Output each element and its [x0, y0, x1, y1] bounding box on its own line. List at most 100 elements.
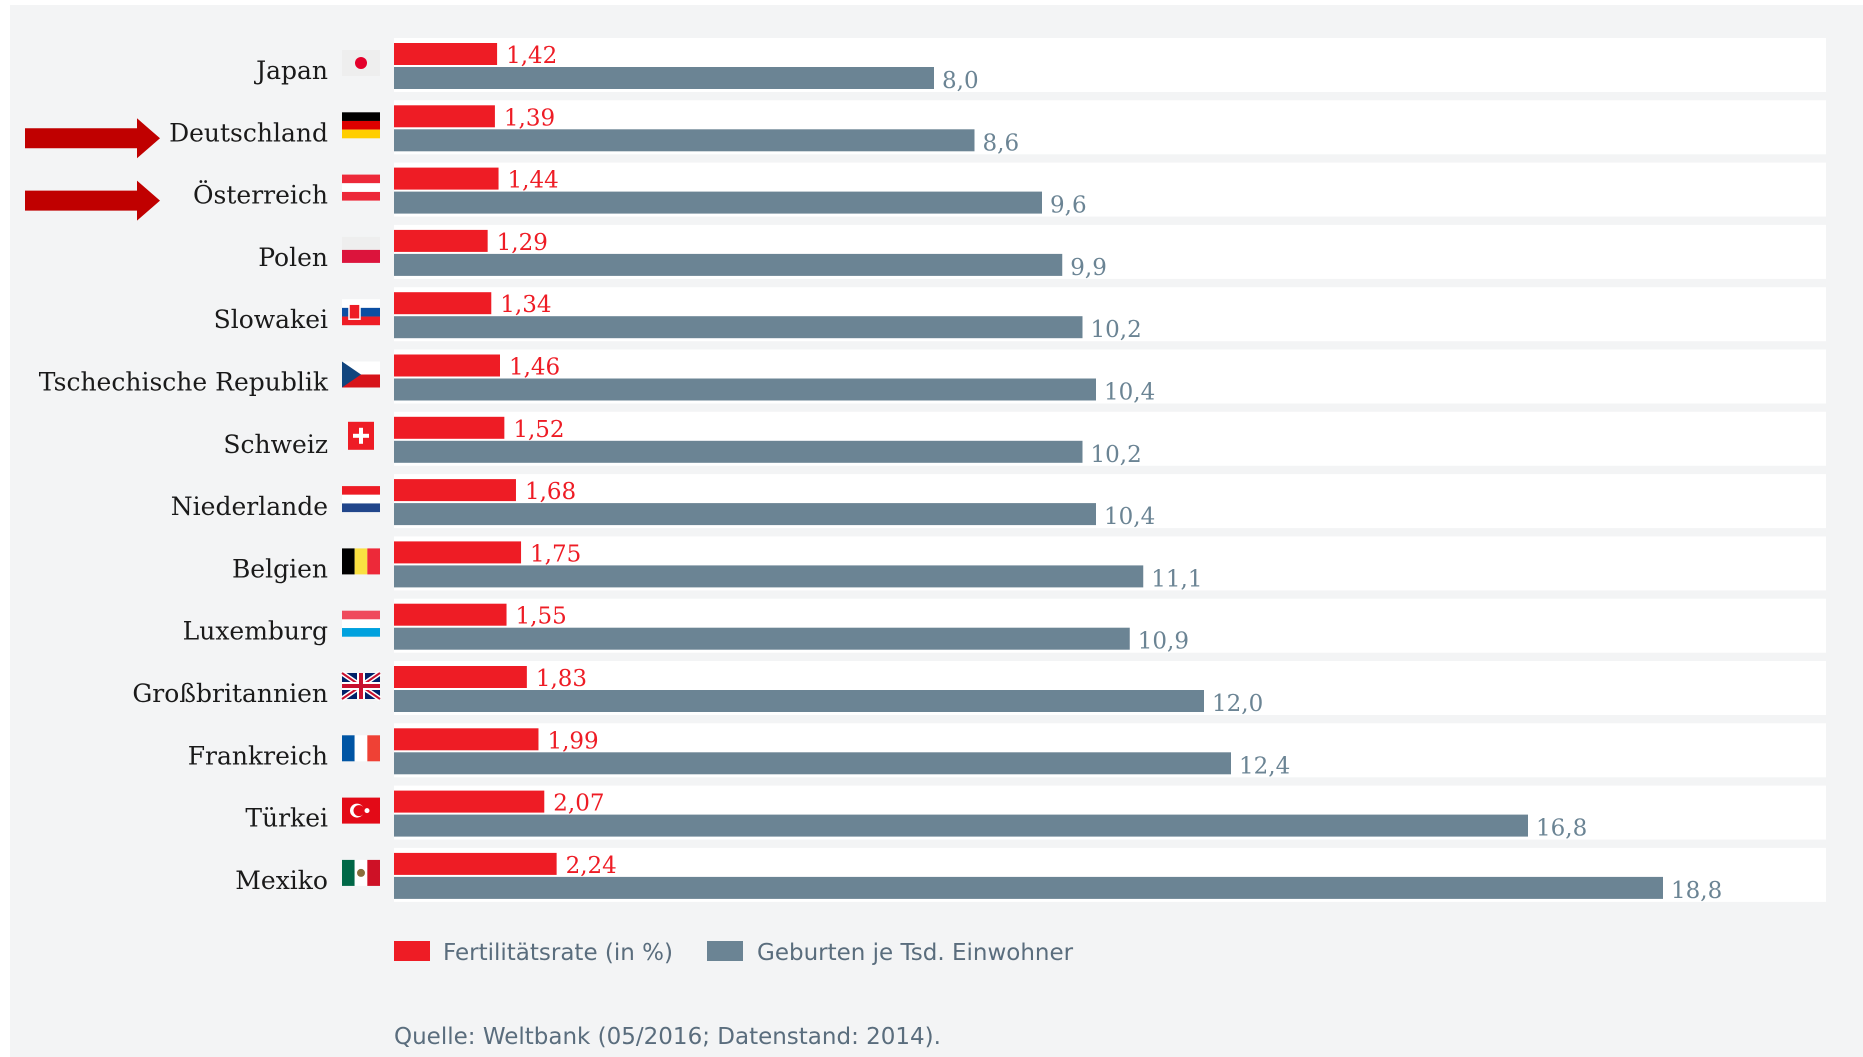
fertility-bar — [394, 105, 495, 128]
category-label: Luxemburg — [183, 617, 328, 646]
row-belgien: Belgien 1,75 11,1 — [232, 536, 1826, 592]
legend-swatch-fertility — [394, 941, 430, 961]
category-label: Österreich — [193, 181, 328, 210]
category-label: Schweiz — [223, 430, 328, 459]
row-oesterreich: Österreich 1,44 9,6 — [25, 162, 1826, 221]
flag-poland — [342, 236, 380, 263]
fertility-bar — [394, 603, 507, 626]
fertility-bar — [394, 790, 545, 813]
fertility-bar — [394, 852, 557, 875]
births-bar — [394, 503, 1096, 526]
legend-label-fertility: Fertilitätsrate (in %) — [443, 940, 673, 966]
category-label: Japan — [253, 56, 328, 85]
legend-swatch-births — [707, 941, 743, 961]
flag-united-kingdom — [340, 670, 382, 702]
fertility-bar — [394, 541, 522, 564]
category-label: Mexiko — [235, 866, 328, 895]
category-label: Türkei — [245, 804, 328, 833]
fertility-bar — [394, 479, 516, 502]
flag-slovakia — [342, 299, 380, 326]
row-polen: Polen 1,29 9,9 — [258, 224, 1826, 281]
births-bar — [394, 316, 1083, 339]
fertility-bar — [394, 229, 488, 252]
category-label: Großbritannien — [132, 679, 328, 708]
births-bar — [394, 191, 1042, 214]
births-value-label: 8,6 — [983, 130, 1020, 156]
births-bar — [394, 876, 1663, 899]
births-bar — [394, 378, 1096, 401]
flag-netherlands — [342, 486, 380, 513]
births-bar — [394, 440, 1083, 463]
fertility-value-label: 2,24 — [566, 853, 617, 879]
category-label: Deutschland — [169, 118, 328, 147]
fertility-bar — [394, 666, 527, 688]
fertility-bar — [394, 354, 500, 377]
row-mexiko: Mexiko 2,24 18,8 — [235, 847, 1826, 904]
flag-luxembourg — [342, 610, 380, 637]
fertility-value-label: 1,83 — [536, 666, 587, 692]
category-label: Frankreich — [188, 741, 328, 770]
births-value-label: 10,2 — [1091, 317, 1142, 343]
flag-austria — [342, 174, 380, 201]
category-label: Tschechische Republik — [39, 368, 329, 397]
row-deutschland: Deutschland 1,39 8,6 — [25, 100, 1826, 159]
fertility-value-label: 1,52 — [513, 417, 564, 443]
row-luxemburg: Luxemburg 1,55 10,9 — [183, 598, 1826, 655]
fertility-value-label: 1,75 — [530, 541, 581, 567]
births-value-label: 10,4 — [1104, 380, 1155, 406]
births-value-label: 18,8 — [1671, 878, 1722, 904]
births-bar — [394, 67, 934, 89]
births-value-label: 8,0 — [942, 68, 979, 94]
fertility-value-label: 1,55 — [516, 604, 567, 630]
row-niederlande: Niederlande 1,68 10,4 — [171, 474, 1826, 530]
row-grossbritannien: Großbritannien 1,83 12,0 — [132, 661, 1826, 717]
fertility-value-label: 1,68 — [525, 479, 576, 505]
births-bar — [394, 253, 1063, 276]
births-bar — [394, 690, 1204, 712]
fertility-value-label: 1,46 — [509, 355, 560, 381]
fertility-value-label: 2,07 — [553, 791, 604, 817]
births-bar — [394, 565, 1144, 588]
flag-belgium — [342, 548, 380, 575]
fertility-value-label: 1,42 — [506, 43, 557, 69]
row-japan: Japan 1,42 8,0 — [253, 38, 1826, 94]
fertility-bar — [394, 728, 539, 751]
row-schweiz: Schweiz 1,52 10,2 — [223, 411, 1826, 468]
fertility-value-label: 1,44 — [508, 168, 559, 194]
births-value-label: 11,1 — [1151, 566, 1202, 592]
births-bar — [394, 814, 1528, 837]
row-frankreich: Frankreich 1,99 12,4 — [188, 723, 1826, 779]
flag-mexico — [342, 859, 380, 886]
highlight-arrow — [25, 118, 160, 159]
fertility-value-label: 1,34 — [500, 292, 551, 318]
legend: Fertilitätsrate (in %) Geburten je Tsd. E… — [394, 940, 1074, 966]
flag-germany — [342, 112, 380, 139]
births-value-label: 10,2 — [1091, 442, 1142, 468]
fertility-bar — [394, 416, 505, 439]
row-tschechische-republik: Tschechische Republik 1,46 10,4 — [39, 349, 1826, 406]
fertility-bar — [394, 167, 499, 190]
births-value-label: 16,8 — [1536, 816, 1587, 842]
fertility-bar — [394, 292, 492, 315]
births-value-label: 9,6 — [1050, 193, 1087, 219]
fertility-value-label: 1,99 — [547, 728, 598, 754]
births-bar — [394, 129, 975, 152]
fertility-value-label: 1,39 — [504, 105, 555, 131]
flag-switzerland — [348, 421, 374, 450]
births-value-label: 9,9 — [1070, 255, 1107, 281]
births-value-label: 10,9 — [1138, 629, 1189, 655]
births-bar — [394, 752, 1231, 775]
highlight-arrow — [25, 180, 160, 221]
flag-france — [342, 735, 380, 762]
category-label: Belgien — [232, 554, 328, 583]
births-value-label: 10,4 — [1104, 504, 1155, 530]
births-value-label: 12,0 — [1212, 691, 1263, 717]
fertility-bar — [394, 43, 498, 65]
row-slowakei: Slowakei 1,34 10,2 — [214, 287, 1826, 343]
legend-label-births: Geburten je Tsd. Einwohner — [757, 940, 1074, 966]
flag-czech-republic — [342, 361, 380, 388]
category-label: Niederlande — [171, 492, 328, 521]
category-label: Slowakei — [214, 305, 328, 334]
